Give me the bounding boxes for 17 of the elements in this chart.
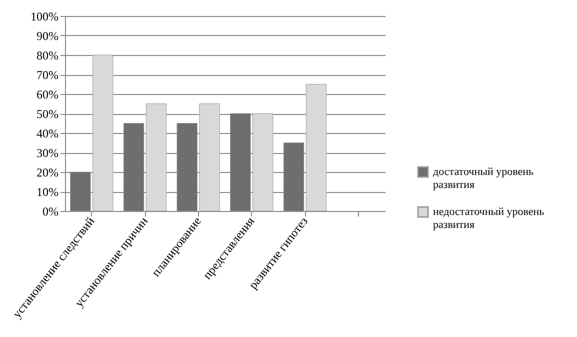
bar [123,123,144,212]
y-tick-label: 20% [36,166,58,180]
legend-label: недостаточный уровень развития [433,206,544,231]
y-tick-label: 50% [36,107,58,121]
y-tick-label: 0% [42,204,58,218]
y-tick-label: 60% [36,88,58,102]
y-tick-label: 80% [36,48,58,62]
y-tick-label: 40% [36,126,58,140]
y-tick-label: 30% [36,146,58,160]
legend-label: достаточный уровень развития [433,166,534,191]
y-tick-label: 90% [36,29,58,43]
y-tick-label: 70% [36,68,58,82]
bar [306,84,327,212]
bar [146,104,167,212]
bar [283,142,304,212]
y-tick-label: 100% [30,10,58,24]
y-tick-label: 10% [36,185,58,199]
